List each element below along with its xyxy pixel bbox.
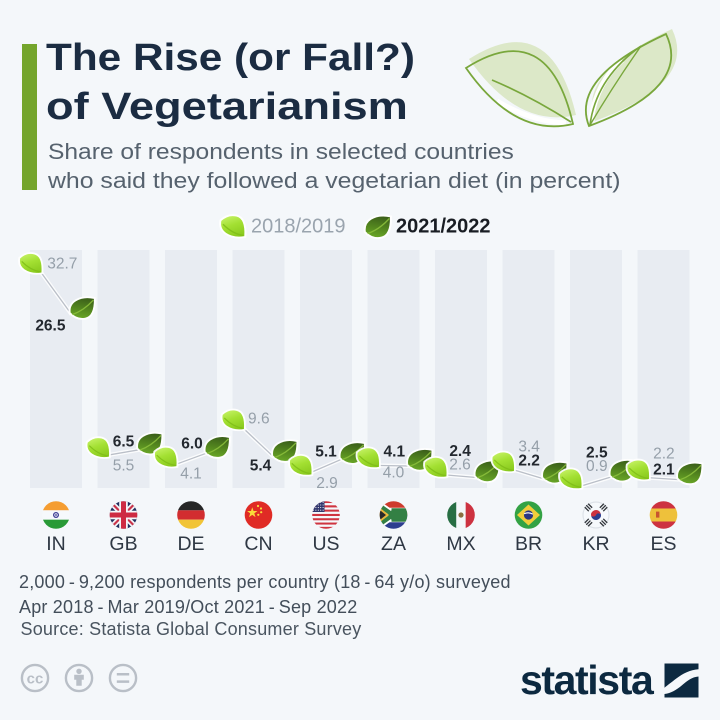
- svg-text:3.4: 3.4: [518, 439, 540, 456]
- svg-text:2018/2019: 2018/2019: [251, 216, 346, 238]
- svg-text:US: US: [312, 533, 339, 555]
- svg-text:BR: BR: [515, 533, 542, 555]
- svg-text:5.5: 5.5: [113, 458, 135, 475]
- svg-text:2.9: 2.9: [316, 475, 338, 492]
- svg-text:cc: cc: [27, 671, 44, 688]
- svg-text:26.5: 26.5: [35, 318, 66, 335]
- svg-text:2.4: 2.4: [449, 443, 471, 460]
- svg-text:32.7: 32.7: [47, 256, 77, 273]
- svg-text:2.2: 2.2: [518, 453, 540, 470]
- svg-text:DE: DE: [177, 533, 204, 555]
- svg-text:4.1: 4.1: [384, 444, 406, 461]
- svg-text:ES: ES: [650, 533, 676, 555]
- svg-text:ZA: ZA: [381, 533, 406, 555]
- svg-text:2.2: 2.2: [653, 446, 675, 463]
- svg-text:IN: IN: [46, 533, 66, 555]
- svg-text:2.5: 2.5: [586, 444, 608, 461]
- svg-text:9.6: 9.6: [248, 411, 270, 428]
- svg-text:2021/2022: 2021/2022: [396, 216, 491, 238]
- svg-text:0.9: 0.9: [586, 458, 608, 475]
- svg-text:CN: CN: [244, 533, 272, 555]
- svg-text:6.0: 6.0: [181, 436, 203, 453]
- svg-text:4.1: 4.1: [180, 466, 202, 483]
- svg-text:6.5: 6.5: [113, 434, 135, 451]
- svg-text:5.4: 5.4: [250, 458, 272, 475]
- svg-text:2.6: 2.6: [449, 457, 471, 474]
- svg-text:GB: GB: [109, 533, 137, 555]
- svg-text:MX: MX: [446, 533, 475, 555]
- svg-text:4.0: 4.0: [383, 465, 405, 482]
- svg-text:2.1: 2.1: [653, 462, 675, 479]
- svg-text:KR: KR: [582, 533, 609, 555]
- svg-text:5.1: 5.1: [315, 443, 337, 460]
